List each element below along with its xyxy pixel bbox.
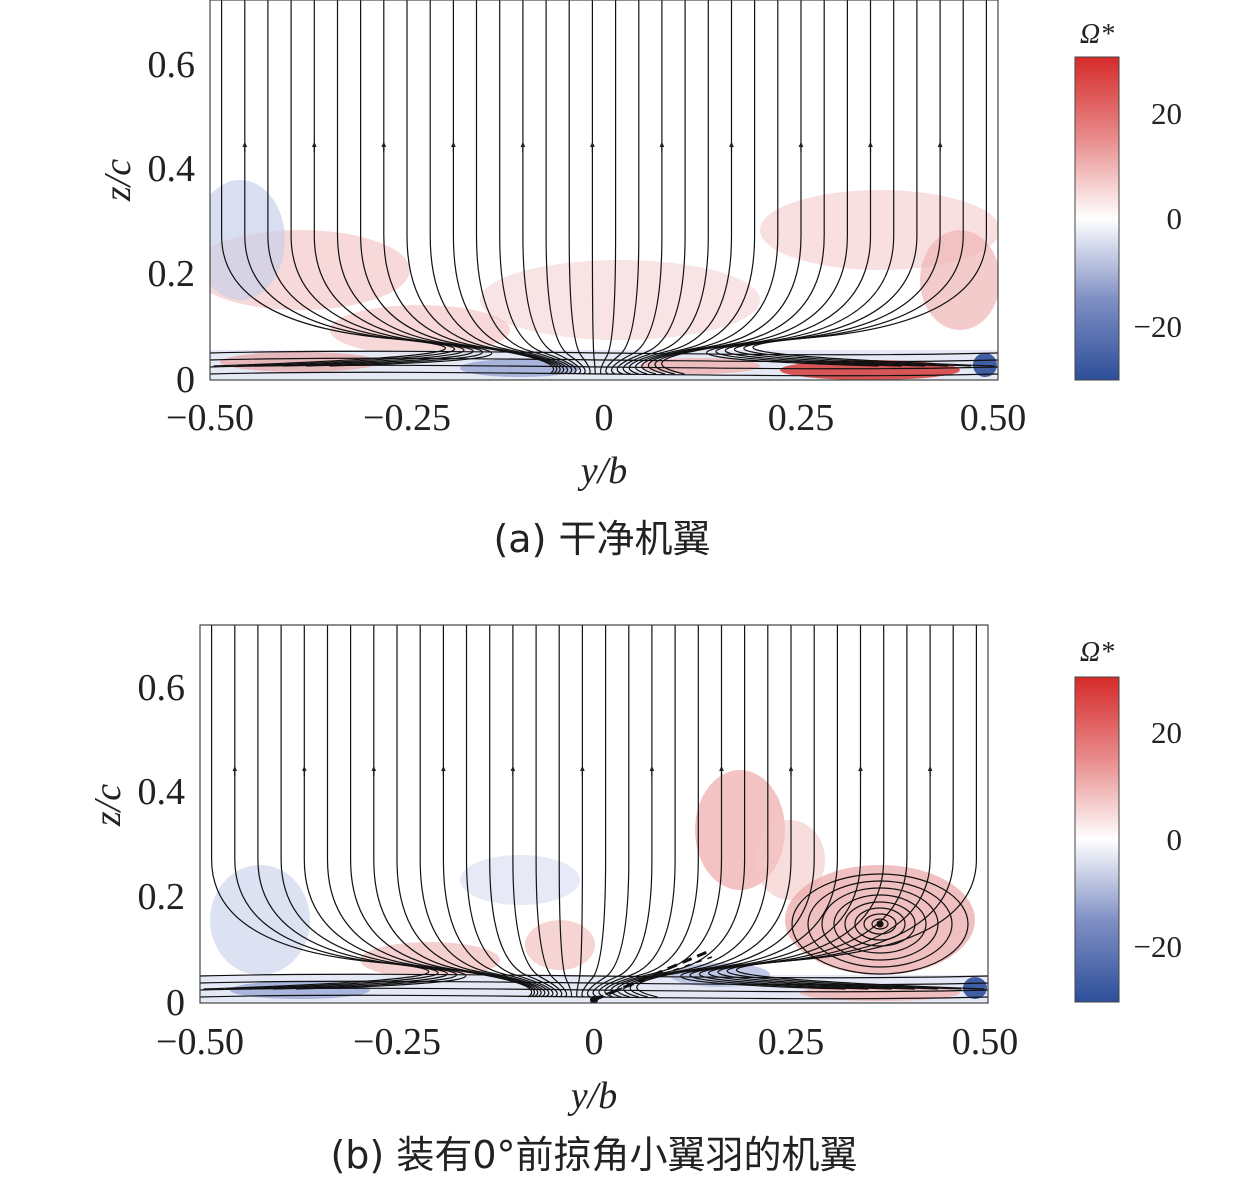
streamline (306, 0, 484, 367)
plot-area-b (200, 625, 988, 1003)
streamline (628, 0, 733, 375)
streamline (383, 0, 558, 375)
y-tick-label: 0 (176, 359, 195, 401)
colorbar-tick: −20 (1134, 309, 1182, 344)
x-tick-label: 0 (585, 1021, 604, 1063)
wall-streamline (200, 973, 988, 979)
streamline (629, 625, 792, 998)
streamline (296, 625, 467, 990)
colorbar-tick: 20 (1151, 96, 1182, 131)
y-axis-label: z/c (97, 159, 139, 202)
wall-streamline (210, 371, 998, 377)
y-ticks-b: 0 0.2 0.4 0.6 (138, 667, 186, 1024)
x-tick-label: −0.25 (363, 397, 451, 439)
x-tick-label: 0 (595, 397, 614, 439)
streamline (636, 625, 815, 998)
x-tick-label: 0.25 (768, 397, 835, 439)
x-tick-label: −0.25 (353, 1021, 441, 1063)
streamline (558, 625, 573, 998)
colorbar-label: Ω* (1080, 637, 1114, 668)
streamline (599, 0, 617, 375)
wall-streamline (210, 350, 998, 356)
x-tick-label: 0.50 (960, 397, 1027, 439)
streamlines-a (210, 0, 998, 377)
axes-frame-b (199, 624, 989, 1004)
vortex-b (791, 873, 969, 975)
y-tick-label: 0.6 (148, 44, 196, 86)
colorbar-tick: 0 (1167, 822, 1183, 857)
streamline (512, 625, 563, 998)
y-tick-label: 0.4 (138, 771, 186, 813)
y-tick-label: 0.4 (148, 148, 196, 190)
colorbar-label: Ω* (1080, 19, 1114, 50)
x-axis-label: y/b (567, 1075, 617, 1117)
streamline (654, 0, 825, 375)
feather-marker-b (590, 948, 713, 1003)
streamline (605, 0, 640, 375)
streamline (350, 625, 536, 998)
streamline (735, 625, 985, 990)
streamlines-b (200, 625, 988, 1000)
streamline (591, 0, 596, 375)
y-tick-label: 0.2 (148, 253, 196, 295)
x-tick-label: 0.25 (758, 1021, 825, 1063)
x-ticks-a: −0.50 −0.25 0 0.25 0.50 (166, 397, 1026, 439)
streamline (406, 0, 561, 375)
plot-area-a (210, 0, 998, 380)
x-tick-label: −0.50 (166, 397, 254, 439)
y-axis-label: z/c (87, 784, 129, 827)
x-axis-label: y/b (577, 450, 627, 492)
wall-streamline (200, 987, 988, 993)
streamline (616, 625, 746, 998)
streamline (273, 625, 458, 990)
streamline (592, 625, 653, 998)
streamline (545, 0, 586, 375)
y-tick-label: 0.2 (138, 876, 186, 918)
streamline (635, 0, 756, 375)
streamline (581, 625, 607, 998)
wall-streamline (200, 980, 988, 986)
panel-a: −0.50 −0.25 0 0.25 0.50 0 0.2 0.4 0.6 y/… (97, 0, 1182, 561)
streamline (661, 0, 848, 375)
panel-b: −0.50 −0.25 0 0.25 0.50 0 0.2 0.4 0.6 y/… (87, 624, 1183, 1177)
streamline (752, 0, 995, 367)
axes-frame-a (209, 0, 999, 381)
streamline (373, 625, 539, 998)
colorbar-b: Ω* 20 0 −20 (1074, 637, 1183, 1003)
streamline (647, 0, 802, 375)
wall-streamline (210, 357, 998, 363)
streamline (641, 0, 779, 375)
colorbar-tick: 20 (1151, 715, 1182, 750)
streamline (611, 0, 663, 375)
wall-streamline (210, 364, 998, 370)
x-ticks-b: −0.50 −0.25 0 0.25 0.50 (156, 1021, 1018, 1063)
streamline (522, 0, 582, 375)
streamline (329, 0, 493, 367)
y-ticks-a: 0 0.2 0.4 0.6 (148, 44, 196, 401)
caption-a: (a) 干净机翼 (493, 517, 710, 561)
y-tick-label: 0 (166, 982, 185, 1024)
colorbar-tick: 0 (1167, 201, 1183, 236)
colorbar-tick: −20 (1134, 929, 1182, 964)
colorbar-a: Ω* 20 0 −20 (1074, 19, 1183, 381)
streamline (360, 0, 555, 375)
streamline (489, 625, 558, 998)
streamline (623, 625, 769, 998)
streamline (586, 625, 630, 998)
x-tick-label: 0.50 (952, 1021, 1019, 1063)
streamline (568, 0, 591, 375)
streamline (465, 625, 554, 998)
x-tick-label: −0.50 (156, 1021, 244, 1063)
streamline (396, 625, 542, 998)
streamline (622, 0, 709, 375)
streamline (535, 625, 568, 998)
streamline (499, 0, 577, 375)
y-tick-label: 0.6 (138, 667, 186, 709)
caption-b: (b) 装有0°前掠角小翼羽的机翼 (330, 1133, 857, 1177)
streamline (326, 625, 533, 998)
